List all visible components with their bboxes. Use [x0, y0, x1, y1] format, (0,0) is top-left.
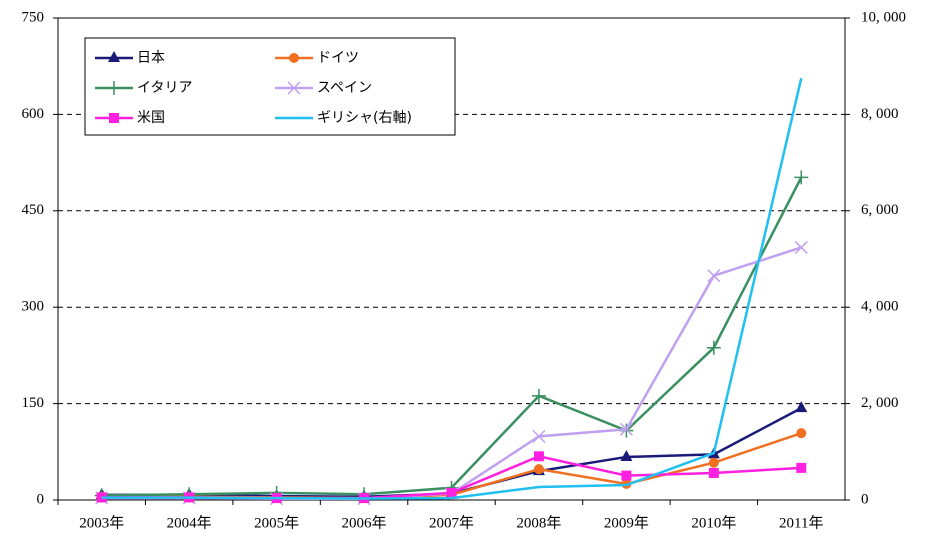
marker	[531, 388, 546, 403]
x-tick-label: 2006年	[342, 514, 387, 531]
legend-box	[84, 37, 456, 136]
y2-tick-label: 10, 000	[861, 9, 906, 25]
series-line	[101, 176, 803, 497]
marker	[619, 422, 633, 436]
marker	[796, 462, 807, 473]
marker	[533, 451, 544, 462]
x-tick-label: 2005年	[254, 514, 299, 531]
y2-tick-label: 6, 000	[861, 202, 899, 218]
legend-label: イタリア	[137, 80, 192, 96]
marker	[620, 449, 633, 461]
marker	[794, 240, 808, 254]
series-line	[101, 246, 802, 500]
x-tick-label: 2009年	[604, 514, 649, 531]
marker	[708, 468, 719, 479]
marker	[108, 51, 120, 62]
marker	[446, 487, 457, 498]
y2-tick-label: 4, 000	[861, 299, 899, 315]
marker	[706, 340, 721, 355]
y-tick-label: 300	[22, 299, 45, 315]
x-tick-label: 2004年	[167, 514, 212, 531]
x-tick-label: 2003年	[79, 514, 124, 531]
y-tick-label: 750	[22, 9, 45, 25]
y2-tick-label: 8, 000	[861, 106, 899, 122]
y-tick-label: 0	[37, 491, 45, 507]
plot-frame	[57, 17, 846, 501]
marker	[708, 457, 719, 468]
marker	[795, 401, 808, 413]
marker	[621, 470, 632, 481]
y2-tick-label: 2, 000	[861, 395, 899, 411]
marker	[107, 81, 121, 95]
legend-label: スペイン	[317, 80, 372, 96]
series-line	[101, 77, 803, 500]
legend-label: 米国	[137, 110, 165, 126]
marker	[533, 464, 544, 475]
marker	[796, 428, 807, 439]
marker	[532, 429, 546, 443]
x-tick-label: 2010年	[691, 514, 736, 531]
y-tick-label: 450	[22, 202, 45, 218]
x-tick-label: 2007年	[429, 514, 474, 531]
marker	[707, 269, 721, 283]
x-tick-label: 2011年	[779, 514, 823, 531]
marker	[289, 53, 299, 63]
x-tick-label: 2008年	[516, 514, 561, 531]
y-tick-label: 600	[22, 106, 45, 122]
legend-label: ギリシャ(右軸)	[317, 110, 412, 126]
marker	[287, 81, 301, 95]
legend-label: 日本	[137, 50, 165, 66]
marker	[794, 170, 809, 185]
marker	[109, 113, 119, 123]
y2-tick-label: 0	[861, 491, 869, 507]
legend-label: ドイツ	[317, 50, 359, 66]
y-tick-label: 150	[22, 395, 45, 411]
